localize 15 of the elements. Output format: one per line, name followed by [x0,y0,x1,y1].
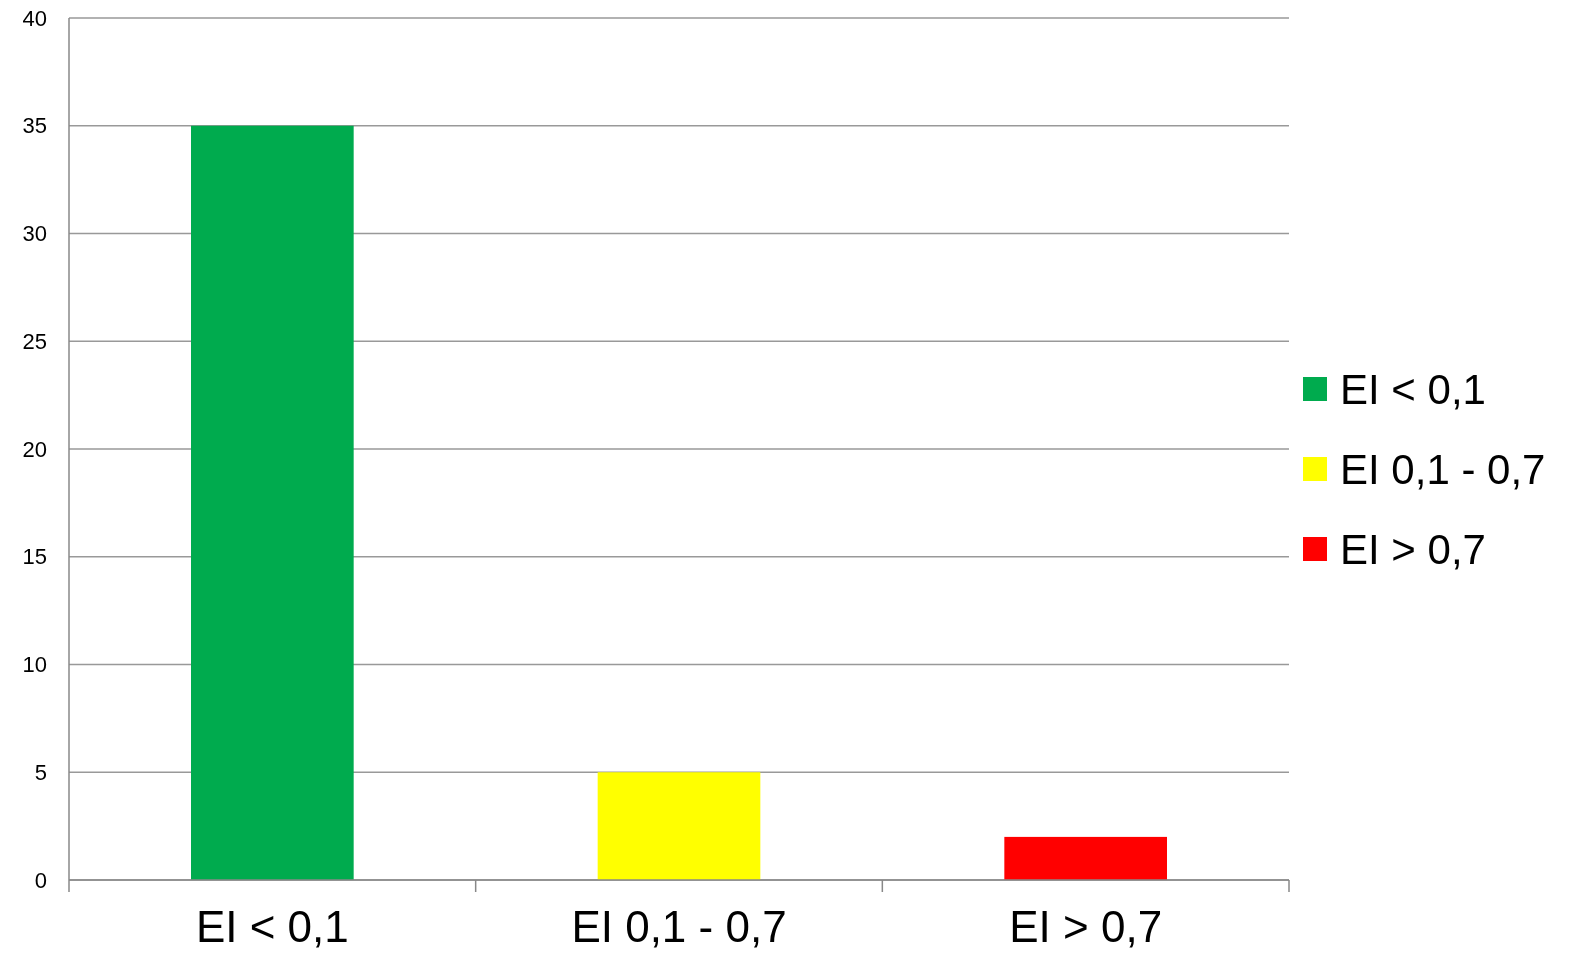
x-tick-label: EI > 0,7 [1009,902,1163,951]
y-tick-label: 25 [22,328,47,354]
y-tick-label: 0 [34,867,47,893]
x-tick-label: EI 0,1 - 0,7 [571,902,787,951]
y-tick-label: 35 [22,113,47,139]
legend-label: EI > 0,7 [1340,525,1486,573]
y-tick-label: 20 [22,436,47,462]
y-tick-label: 10 [22,652,47,678]
y-tick-label: 15 [22,544,47,570]
y-tick-label: 40 [22,5,47,31]
x-tick-label: EI < 0,1 [195,902,349,951]
y-tick-label: 30 [22,221,47,247]
legend-label: EI < 0,1 [1340,365,1486,413]
y-tick-label: 5 [34,759,47,785]
legend-label: EI 0,1 - 0,7 [1340,445,1546,493]
